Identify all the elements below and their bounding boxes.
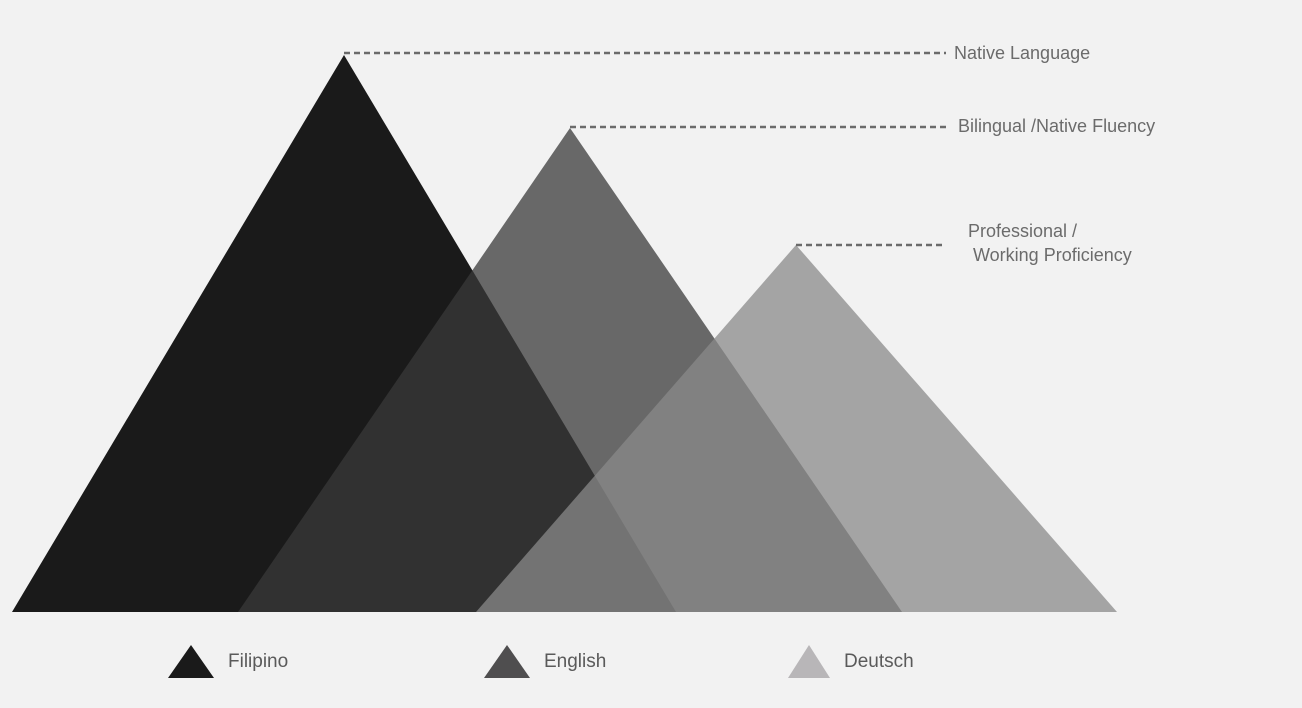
legend-label-deutsch: Deutsch — [844, 651, 914, 672]
legend-label-filipino: Filipino — [228, 651, 289, 672]
legend-item-filipino: Filipino — [168, 645, 288, 679]
level-label-professional: Professional / Working Proficiency — [968, 219, 1132, 267]
level-label-native: Native Language — [954, 43, 1091, 63]
triangle-icon — [484, 645, 530, 678]
legend-item-deutsch: Deutsch — [788, 645, 914, 679]
level-label-bilingual: Bilingual /Native Fluency — [958, 116, 1156, 136]
mountain-deutsch — [476, 245, 1117, 612]
legend-item-english: English — [484, 645, 606, 679]
triangle-icon — [168, 645, 214, 678]
level-label-professional-line1: Professional / — [968, 221, 1078, 241]
level-label-professional-line2: Working Proficiency — [973, 245, 1132, 265]
triangle-icon — [788, 645, 830, 678]
legend-label-english: English — [544, 651, 607, 672]
